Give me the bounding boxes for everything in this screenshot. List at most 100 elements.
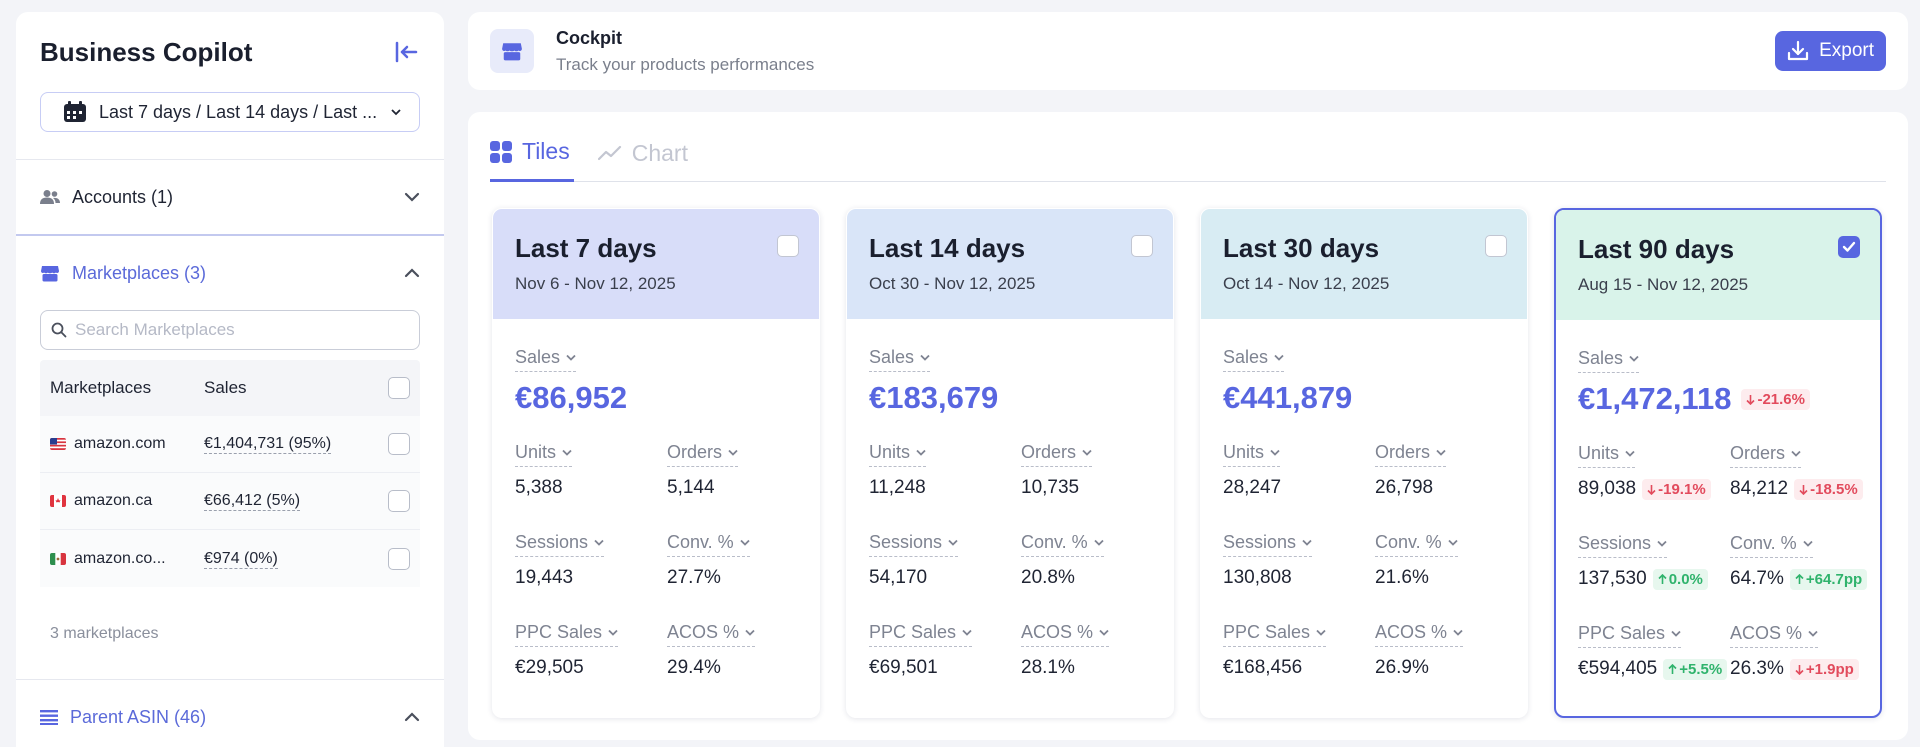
metric-selector[interactable]: Units xyxy=(515,442,573,467)
chevron-down-icon xyxy=(1316,629,1326,636)
sales-metric-selector[interactable]: Sales xyxy=(869,347,931,372)
delta-value: +1.9pp xyxy=(1805,660,1854,678)
metric-selector[interactable]: Sessions xyxy=(515,532,605,557)
metric-selector[interactable]: Orders xyxy=(1730,443,1802,468)
main-panel: Tiles Chart Last 7 days Nov 6 - Nov 12, 2… xyxy=(468,112,1908,740)
metric-selector[interactable]: PPC Sales xyxy=(1578,623,1682,648)
metric-selector[interactable]: Sessions xyxy=(869,532,959,557)
sales-metric-selector[interactable]: Sales xyxy=(1578,348,1640,373)
metric-selector[interactable]: Orders xyxy=(1375,442,1447,467)
period-card[interactable]: Last 90 days Aug 15 - Nov 12, 2025 Sales €1… xyxy=(1554,208,1882,718)
export-button[interactable]: Export xyxy=(1775,31,1886,71)
chevron-down-icon xyxy=(404,192,420,202)
card-select-checkbox[interactable] xyxy=(777,235,799,257)
metric-cell: PPC Sales €29,505 xyxy=(515,622,667,712)
sales-value: €1,472,118 xyxy=(1578,381,1732,416)
metric-selector[interactable]: Conv. % xyxy=(1021,532,1104,557)
accounts-label: Accounts (1) xyxy=(72,186,174,207)
accounts-toggle[interactable]: Accounts (1) xyxy=(16,160,444,234)
sales-metric-selector[interactable]: Sales xyxy=(515,347,577,372)
metric-selector[interactable]: Conv. % xyxy=(667,532,750,557)
store-icon xyxy=(502,43,522,61)
metric-label: Sales xyxy=(1578,348,1624,368)
marketplace-checkbox[interactable] xyxy=(388,433,410,455)
metric-selector[interactable]: ACOS % xyxy=(1375,622,1464,647)
table-header: Marketplaces Sales xyxy=(40,360,420,416)
marketplace-checkbox[interactable] xyxy=(388,547,410,570)
card-select-checkbox[interactable] xyxy=(1131,235,1153,257)
users-icon xyxy=(40,190,60,204)
chevron-down-icon xyxy=(948,539,958,546)
metric-selector[interactable]: Units xyxy=(869,442,927,467)
date-range-select[interactable]: Last 7 days / Last 14 days / Last ... xyxy=(40,92,420,132)
chevron-down-icon xyxy=(1625,450,1635,457)
metric-selector[interactable]: Units xyxy=(1223,442,1281,467)
metric-value: 20.8% xyxy=(1021,567,1075,588)
marketplaces-section: Marketplaces (3) Marketplaces Sales xyxy=(16,236,444,679)
parent-asin-toggle[interactable]: Parent ASIN (46) xyxy=(16,680,444,747)
card-date-range: Nov 6 - Nov 12, 2025 xyxy=(515,274,676,293)
sales-metric-selector[interactable]: Sales xyxy=(1223,347,1285,372)
metric-selector[interactable]: Orders xyxy=(667,442,739,467)
metric-selector[interactable]: PPC Sales xyxy=(515,622,619,647)
metric-selector[interactable]: Sessions xyxy=(1578,533,1668,558)
metric-label: Sales xyxy=(869,347,915,367)
metric-cell: Units 5,388 xyxy=(515,442,667,532)
metric-cell: PPC Sales €69,501 xyxy=(869,622,1021,712)
metric-selector[interactable]: PPC Sales xyxy=(1223,622,1327,647)
marketplaces-label: Marketplaces (3) xyxy=(72,262,207,283)
chevron-up-icon xyxy=(404,268,420,278)
delta-badge: +1.9pp xyxy=(1789,658,1859,680)
tab-chart[interactable]: Chart xyxy=(597,136,690,182)
column-header-marketplaces: Marketplaces xyxy=(50,378,152,397)
sidebar-header: Business Copilot Last 7 days / Last 14 d… xyxy=(16,12,444,160)
chevron-down-icon xyxy=(1270,449,1280,456)
metric-selector[interactable]: Units xyxy=(1578,443,1636,468)
chevron-down-icon xyxy=(920,354,930,361)
period-card[interactable]: Last 7 days Nov 6 - Nov 12, 2025 Sales €86,… xyxy=(492,208,820,718)
delta-badge: -19.1% xyxy=(1642,478,1711,500)
metric-value: 29.4% xyxy=(667,657,721,678)
metric-cell: ACOS % 29.4% xyxy=(667,622,797,712)
card-select-checkbox[interactable] xyxy=(1838,236,1860,258)
marketplace-search-input[interactable] xyxy=(75,320,409,340)
metric-value: 5,144 xyxy=(667,477,715,498)
parent-asin-section: Parent ASIN (46) xyxy=(16,679,444,747)
arrow-down-icon xyxy=(1799,484,1808,495)
collapse-sidebar-button[interactable] xyxy=(392,38,420,66)
marketplace-name: amazon.co... xyxy=(74,549,166,567)
metric-label: Sessions xyxy=(869,532,943,552)
tab-tiles[interactable]: Tiles xyxy=(490,136,574,182)
metric-label: PPC Sales xyxy=(1223,622,1311,642)
chevron-down-icon xyxy=(916,449,926,456)
delta-badge: +64.7pp xyxy=(1789,568,1868,590)
metric-selector[interactable]: PPC Sales xyxy=(869,622,973,647)
card-select-checkbox[interactable] xyxy=(1485,235,1507,257)
arrow-down-icon xyxy=(1795,664,1804,675)
metric-value: 10,735 xyxy=(1021,477,1080,498)
accounts-section: Accounts (1) xyxy=(16,160,444,236)
cockpit-icon-box xyxy=(490,29,534,73)
metric-selector[interactable]: ACOS % xyxy=(667,622,756,647)
chevron-down-icon xyxy=(728,449,738,456)
line-chart-icon xyxy=(597,145,621,161)
marketplace-checkbox[interactable] xyxy=(388,490,410,512)
metric-selector[interactable]: Sessions xyxy=(1223,532,1313,557)
metric-cell: PPC Sales €594,405 +5.5% xyxy=(1578,623,1730,713)
metric-selector[interactable]: Conv. % xyxy=(1730,533,1813,558)
metric-selector[interactable]: ACOS % xyxy=(1730,623,1819,648)
marketplaces-toggle[interactable]: Marketplaces (3) xyxy=(16,236,444,310)
metric-selector[interactable]: Orders xyxy=(1021,442,1093,467)
period-card[interactable]: Last 14 days Oct 30 - Nov 12, 2025 Sales €1… xyxy=(846,208,1174,718)
metric-cell: Orders 26,798 xyxy=(1375,442,1505,532)
period-card[interactable]: Last 30 days Oct 14 - Nov 12, 2025 Sales €4… xyxy=(1200,208,1528,718)
select-all-checkbox[interactable] xyxy=(388,377,410,399)
delta-value: +64.7pp xyxy=(1805,570,1863,588)
metric-cell: ACOS % 28.1% xyxy=(1021,622,1151,712)
chevron-down-icon xyxy=(1629,355,1639,362)
marketplace-name: amazon.com xyxy=(74,435,166,452)
sales-value: €86,952 xyxy=(515,380,628,415)
metric-label: Sessions xyxy=(1223,532,1297,552)
metric-selector[interactable]: Conv. % xyxy=(1375,532,1458,557)
metric-selector[interactable]: ACOS % xyxy=(1021,622,1110,647)
